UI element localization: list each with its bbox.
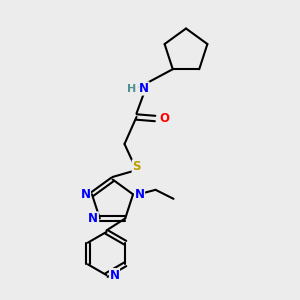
- Text: N: N: [80, 188, 91, 201]
- Text: N: N: [88, 212, 98, 225]
- Text: O: O: [159, 112, 169, 125]
- Text: S: S: [132, 160, 141, 173]
- Text: N: N: [134, 188, 145, 201]
- Text: N: N: [139, 82, 149, 95]
- Text: H: H: [128, 83, 136, 94]
- Text: N: N: [110, 268, 119, 282]
